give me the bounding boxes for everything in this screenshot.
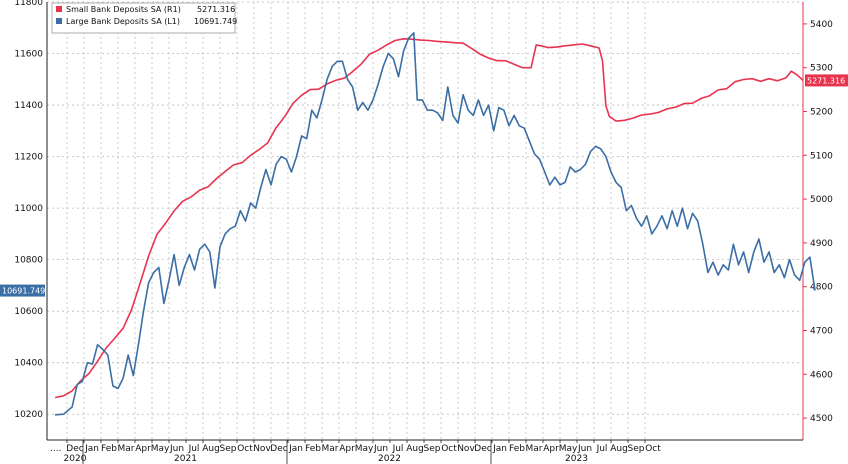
right-tick-label: 4700 <box>810 327 833 337</box>
month-label: Mar <box>118 444 135 454</box>
right-tick-label: 4600 <box>810 370 833 380</box>
month-label: Jul <box>596 444 608 454</box>
right-tick-label: 4800 <box>810 283 833 293</box>
month-label: Mar <box>526 444 543 454</box>
large-bank-last-value-tag <box>0 284 45 297</box>
left-tick-label: 10200 <box>14 410 43 420</box>
month-label: May <box>355 444 374 454</box>
month-label: Jun <box>373 444 388 454</box>
month-label: Dec <box>270 444 287 454</box>
month-label: Apr <box>543 444 559 454</box>
small-bank-deposits-line <box>54 37 804 399</box>
month-label: Nov <box>457 444 475 454</box>
month-label: Oct <box>441 444 457 454</box>
legend-box <box>51 2 236 34</box>
month-label: Jul <box>188 444 200 454</box>
left-tick-label: 10600 <box>14 307 43 317</box>
right-tick-label: 4900 <box>810 239 833 249</box>
left-tick-label: 11800 <box>14 0 43 8</box>
right-tick-label: 5300 <box>810 64 833 74</box>
right-tick-label: 4500 <box>810 414 833 424</box>
month-label: Sep <box>628 444 645 454</box>
month-label: Jun <box>577 444 592 454</box>
month-label: May <box>151 444 170 454</box>
month-label: Apr <box>339 444 355 454</box>
month-label: Aug <box>406 444 424 454</box>
left-tick-label: 11400 <box>14 101 43 111</box>
year-label: 2020 <box>64 454 87 464</box>
year-label: 2022 <box>378 454 401 464</box>
left-axis: 10200 10400 10600 10800 11000 11200 11400 11600… <box>14 0 43 420</box>
year-label: 2023 <box>565 454 588 464</box>
x-axis-leading-mark: .... <box>50 444 61 454</box>
right-axis: 4500 4600 4700 4800 4900 5000 5100 5200 5300 5400 <box>803 20 833 424</box>
legend-swatch <box>56 6 62 12</box>
left-tick-label: 11000 <box>14 204 43 214</box>
left-tick-label: 10400 <box>14 359 43 369</box>
small-bank-last-value-tag <box>805 74 848 87</box>
small-bank-last-value: 5271.316 <box>807 76 845 85</box>
month-label: Feb <box>101 444 117 454</box>
month-label: Feb <box>509 444 525 454</box>
month-label: Mar <box>322 444 339 454</box>
plot-frame <box>46 2 804 441</box>
month-label: Sep <box>424 444 441 454</box>
month-label: Jan <box>492 444 507 454</box>
legend-label: Large Bank Deposits SA (L1) <box>66 17 180 26</box>
right-tick-label: 5100 <box>810 151 833 161</box>
legend-value: 10691.749 <box>194 17 237 26</box>
left-tick-label: 11600 <box>14 50 43 60</box>
large-bank-deposits-line <box>55 32 816 416</box>
left-tick-label: 10800 <box>14 256 43 266</box>
month-label: Jul <box>392 444 404 454</box>
month-label: Dec <box>66 444 83 454</box>
month-label: Oct <box>645 444 661 454</box>
series-layer <box>54 32 816 416</box>
right-tick-label: 5400 <box>810 20 833 30</box>
year-label: 2021 <box>174 454 197 464</box>
month-label: Aug <box>202 444 220 454</box>
legend: Small Bank Deposits SA (R1) 5271.316 Large… <box>51 2 237 34</box>
grid-lines <box>47 1 803 440</box>
legend-label: Small Bank Deposits SA (R1) <box>66 5 181 14</box>
month-label: May <box>559 444 578 454</box>
month-label: Nov <box>253 444 271 454</box>
month-label: Aug <box>610 444 628 454</box>
x-axis: Dec Jan Feb Mar Apr May Jun Jul Aug Sep Oct Nov Dec J… <box>50 440 661 464</box>
month-label: Apr <box>135 444 151 454</box>
large-bank-last-value: 10691.749 <box>2 287 45 296</box>
legend-swatch <box>56 18 62 24</box>
right-tick-label: 5200 <box>810 108 833 118</box>
month-label: Dec <box>474 444 491 454</box>
legend-value: 5271.316 <box>197 5 235 14</box>
month-label: Jun <box>169 444 184 454</box>
month-label: Oct <box>237 444 253 454</box>
left-tick-label: 11200 <box>14 153 43 163</box>
month-label: Feb <box>305 444 321 454</box>
month-label: Sep <box>220 444 237 454</box>
month-label: Jan <box>84 444 99 454</box>
right-tick-label: 5000 <box>810 195 833 205</box>
last-value-tags: 5271.316 10691.749 <box>0 74 848 297</box>
month-label: Jan <box>288 444 303 454</box>
